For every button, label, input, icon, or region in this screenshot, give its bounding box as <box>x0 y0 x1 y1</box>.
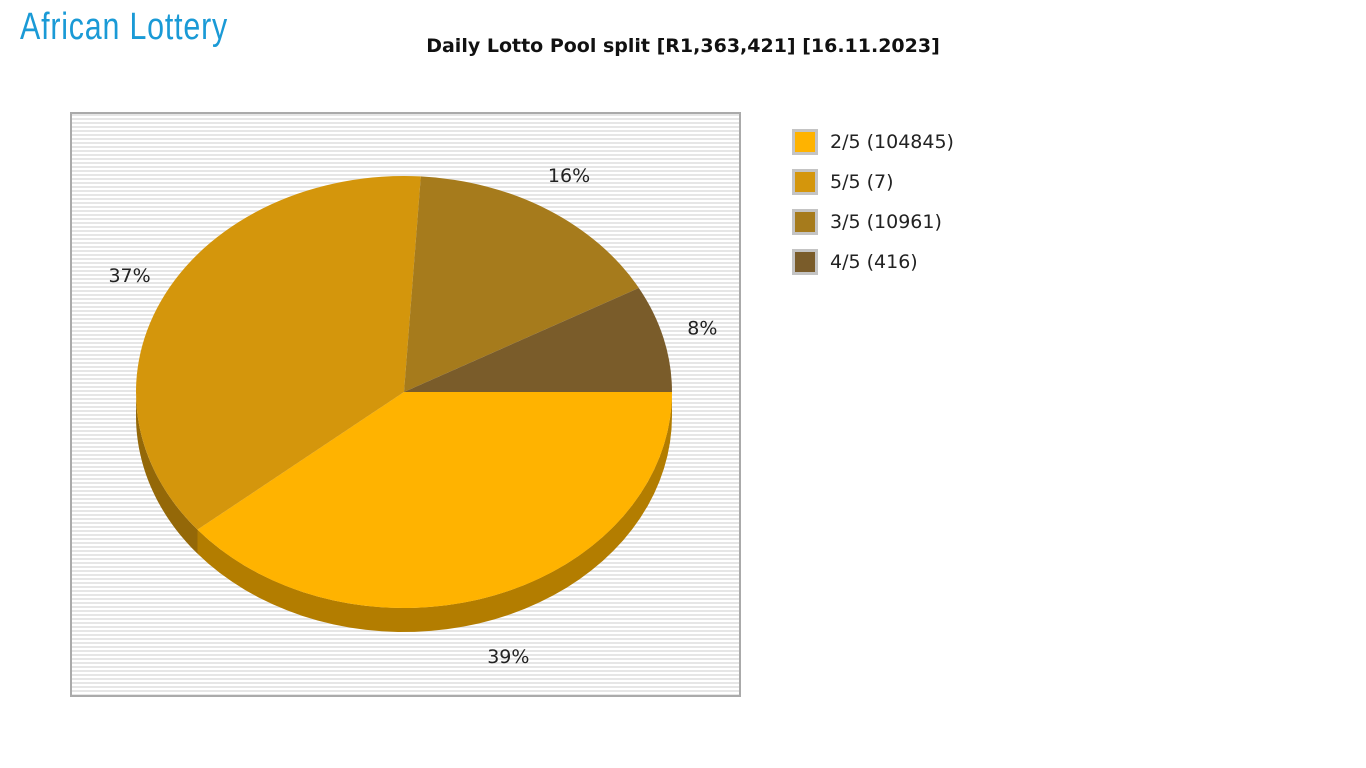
pie-slice[interactable] <box>197 392 673 608</box>
legend-item: 2/5 (104845) <box>792 122 954 162</box>
slice-label: 39% <box>487 646 529 668</box>
legend-item: 5/5 (7) <box>792 162 954 202</box>
legend-swatch <box>792 209 818 235</box>
legend-label: 3/5 (10961) <box>830 211 942 233</box>
legend-label: 5/5 (7) <box>830 171 894 193</box>
legend-item: 4/5 (416) <box>792 242 954 282</box>
slice-side <box>136 392 198 554</box>
legend-swatch <box>792 169 818 195</box>
legend: 2/5 (104845) 5/5 (7) 3/5 (10961) 4/5 (416) <box>792 122 954 282</box>
pie-slice[interactable] <box>404 287 672 392</box>
legend-swatch <box>792 129 818 155</box>
legend-item: 3/5 (10961) <box>792 202 954 242</box>
legend-swatch <box>792 249 818 275</box>
pie-slice[interactable] <box>136 175 421 530</box>
pie-slice[interactable] <box>404 176 639 392</box>
legend-label: 4/5 (416) <box>830 251 918 273</box>
legend-label: 2/5 (104845) <box>830 131 954 153</box>
slice-label: 16% <box>548 165 590 187</box>
african-lottery-logo[interactable]: African Lottery <box>20 6 228 48</box>
chart-title: Daily Lotto Pool split [R1,363,421] [16.… <box>426 35 940 57</box>
slice-label: 8% <box>687 317 717 339</box>
slice-side <box>197 392 673 632</box>
slice-label: 37% <box>108 265 150 287</box>
